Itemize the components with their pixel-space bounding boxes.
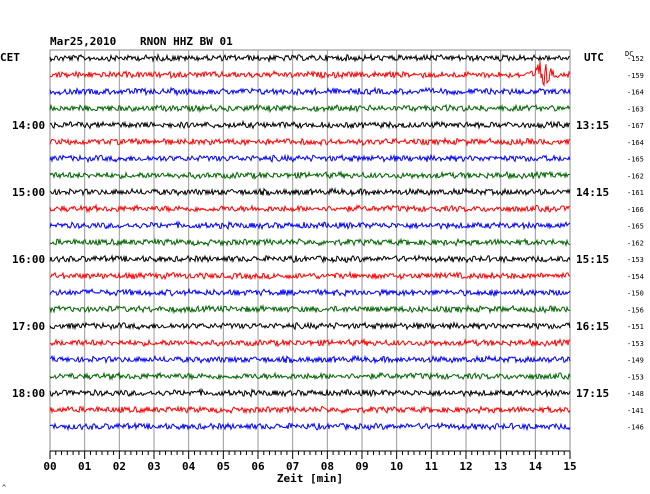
dc-value: -165	[627, 156, 644, 164]
x-tick-label: 10	[390, 460, 403, 473]
trace-line	[49, 103, 571, 114]
trace-line	[49, 387, 571, 398]
cet-hour-label: 16:00	[12, 253, 45, 266]
trace-line	[49, 61, 571, 87]
utc-label: UTC	[584, 51, 604, 64]
x-tick-label: 07	[286, 460, 299, 473]
x-tick-label: 03	[147, 460, 160, 473]
x-tick-label: 04	[182, 460, 196, 473]
x-tick-label: 14	[529, 460, 543, 473]
dc-value: -156	[627, 306, 644, 314]
dc-value: -166	[627, 206, 644, 214]
utc-hour-label: 16:15	[576, 320, 609, 333]
recording-date: Mar25,2010	[50, 35, 116, 48]
trace-line	[49, 187, 571, 198]
x-tick-label: 05	[217, 460, 230, 473]
dc-value: -154	[627, 273, 644, 281]
utc-hour-label: 14:15	[576, 186, 609, 199]
cet-label: CET	[0, 51, 20, 64]
dc-value: -149	[627, 357, 644, 365]
utc-hour-label: 17:15	[576, 387, 609, 400]
dc-value: -141	[627, 407, 644, 415]
x-tick-label: 00	[43, 460, 56, 473]
x-axis-label: Zeit [min]	[277, 472, 343, 485]
trace-line	[49, 304, 571, 315]
trace-line	[49, 370, 571, 382]
x-tick-label: 01	[78, 460, 92, 473]
footer-mark: ^	[2, 484, 6, 492]
dc-value: -165	[627, 223, 644, 231]
trace-line	[49, 170, 571, 180]
trace-line	[49, 404, 571, 415]
trace-line	[49, 136, 571, 147]
trace-line	[49, 86, 571, 97]
trace-line	[49, 270, 571, 281]
x-tick-label: 09	[355, 460, 368, 473]
trace-line	[49, 153, 571, 164]
cet-hour-label: 15:00	[12, 186, 45, 199]
dc-value: -148	[627, 390, 644, 398]
dc-value: -167	[627, 122, 644, 130]
dc-value: -153	[627, 373, 644, 381]
x-tick-label: 06	[251, 460, 265, 473]
trace-line	[49, 119, 570, 130]
station-code: RNON HHZ BW 01	[140, 35, 233, 48]
trace-line	[49, 237, 571, 248]
dc-value: -164	[627, 89, 644, 97]
cet-hour-label: 18:00	[12, 387, 45, 400]
trace-line	[49, 254, 571, 264]
trace-line	[49, 321, 571, 331]
trace-line	[49, 337, 571, 348]
dc-value: -153	[627, 340, 644, 348]
x-tick-label: 08	[321, 460, 334, 473]
trace-line	[49, 287, 571, 298]
cet-hour-label: 14:00	[12, 119, 45, 132]
utc-hour-label: 13:15	[576, 119, 609, 132]
x-tick-label: 13	[494, 460, 507, 473]
x-tick-label: 12	[459, 460, 472, 473]
utc-hour-label: 15:15	[576, 253, 609, 266]
trace-line	[49, 52, 571, 64]
dc-value: -159	[627, 72, 644, 80]
dc-value: -151	[627, 323, 644, 331]
seismogram-traces	[49, 52, 571, 432]
dc-value: -162	[627, 172, 644, 180]
cet-hour-label: 17:00	[12, 320, 45, 333]
x-tick-label: 02	[113, 460, 126, 473]
dc-value: -161	[627, 189, 644, 197]
dc-label: DC	[625, 50, 633, 58]
dc-value: -162	[627, 239, 644, 247]
dc-value: -164	[627, 139, 644, 147]
dc-value: -146	[627, 424, 644, 432]
dc-value: -152	[627, 55, 644, 63]
dc-value: -150	[627, 290, 644, 298]
trace-line	[49, 421, 571, 432]
x-tick-label: 11	[425, 460, 439, 473]
trace-line	[49, 203, 571, 214]
dc-value: -163	[627, 105, 644, 113]
minute-grid	[49, 49, 571, 452]
dc-value: -153	[627, 256, 644, 264]
trace-line	[49, 220, 571, 231]
time-axis: 00 01 02 03 04 05 06 07 08 09 10 11 12 13 14 15	[43, 450, 577, 473]
x-tick-label: 15	[563, 460, 576, 473]
trace-line	[49, 354, 571, 365]
